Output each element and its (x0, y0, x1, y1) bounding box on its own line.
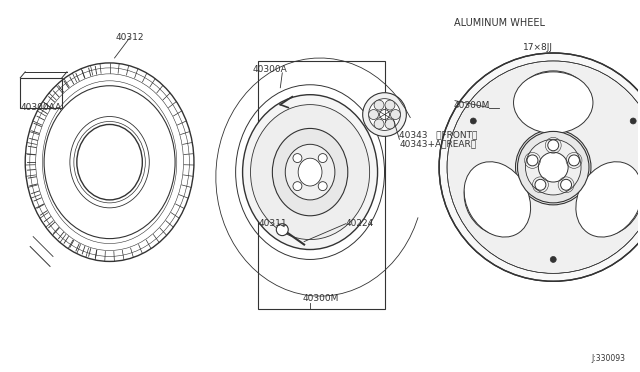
Text: 40343+A〈REAR〉: 40343+A〈REAR〉 (399, 140, 477, 149)
Circle shape (318, 182, 327, 190)
Circle shape (385, 100, 395, 110)
Ellipse shape (273, 128, 348, 216)
Text: 40343   〈FRONT〉: 40343 〈FRONT〉 (399, 130, 478, 139)
Circle shape (448, 62, 640, 272)
Circle shape (518, 131, 589, 203)
Ellipse shape (285, 144, 335, 200)
Text: 40300M: 40300M (454, 101, 490, 110)
Circle shape (524, 137, 583, 197)
Circle shape (385, 119, 395, 129)
Ellipse shape (250, 105, 370, 240)
Circle shape (550, 256, 556, 262)
Ellipse shape (464, 162, 531, 237)
Circle shape (439, 53, 640, 281)
Circle shape (470, 118, 476, 124)
Circle shape (630, 118, 636, 124)
Ellipse shape (77, 125, 142, 200)
Circle shape (318, 154, 327, 163)
Ellipse shape (581, 167, 640, 235)
Circle shape (561, 179, 572, 190)
Circle shape (276, 224, 288, 235)
Text: 17×8JJ: 17×8JJ (524, 43, 554, 52)
Text: J:330093: J:330093 (592, 354, 626, 363)
Text: 40312: 40312 (115, 33, 144, 42)
Ellipse shape (576, 162, 640, 237)
Bar (259, 61, 385, 309)
Text: 40311: 40311 (259, 219, 287, 228)
Circle shape (548, 140, 559, 151)
Circle shape (538, 152, 568, 182)
Circle shape (369, 110, 378, 119)
Bar (20, 78, 62, 108)
Circle shape (374, 100, 384, 110)
Ellipse shape (464, 167, 525, 235)
Circle shape (525, 140, 581, 195)
Circle shape (374, 119, 384, 129)
Circle shape (363, 93, 406, 137)
Text: ALUMINUM WHEEL: ALUMINUM WHEEL (454, 18, 545, 28)
Ellipse shape (243, 95, 378, 250)
Text: 40300A: 40300A (253, 65, 288, 74)
Circle shape (369, 99, 401, 131)
Circle shape (516, 129, 591, 205)
Text: 40300M: 40300M (302, 294, 339, 303)
Text: 40300AA: 40300AA (20, 103, 61, 112)
Circle shape (293, 154, 302, 163)
Circle shape (380, 110, 390, 119)
Ellipse shape (518, 71, 589, 128)
Circle shape (527, 155, 538, 166)
Ellipse shape (298, 158, 322, 186)
Ellipse shape (44, 86, 175, 238)
Circle shape (568, 155, 579, 166)
Text: 40224: 40224 (346, 219, 374, 228)
Circle shape (535, 179, 546, 190)
Ellipse shape (513, 72, 593, 134)
Circle shape (293, 182, 302, 190)
Circle shape (390, 110, 401, 119)
